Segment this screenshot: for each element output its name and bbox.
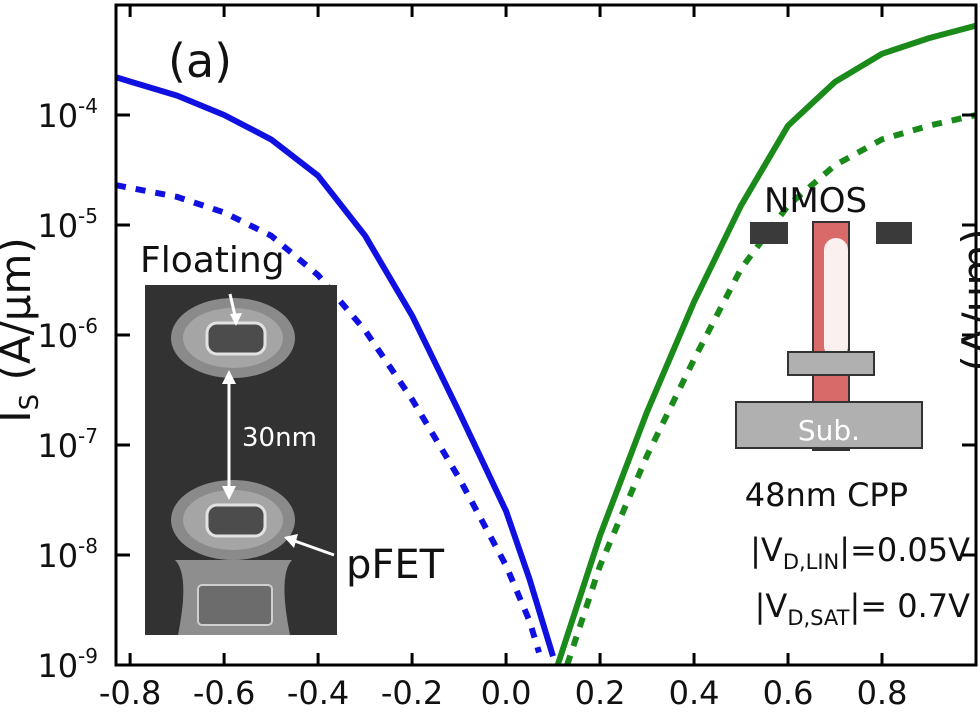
pfet-sheet xyxy=(205,503,267,538)
vd-sat-label: |VD,SAT|= 0.7V xyxy=(755,587,970,630)
y-tick-label: 10-6 xyxy=(37,314,98,355)
y-tick-label: 10-7 xyxy=(37,424,98,465)
bottom-sheet xyxy=(787,351,875,376)
floating-sheet xyxy=(205,321,267,356)
series-line-4 xyxy=(564,112,977,666)
panel-label: (a) xyxy=(168,34,232,88)
x-tick-label: -0.8 xyxy=(99,674,161,712)
right-y-axis-label: (A/μm) xyxy=(953,228,980,371)
axis-layer: -0.8 -0.6 -0.4 -0.2 0.0 0.2 0.4 0.6 0.8 10-4 10-5 1… xyxy=(37,5,976,712)
cpp-label: 48nm CPP xyxy=(745,476,908,514)
nmos-schematic: NMOS Sub. xyxy=(735,181,923,451)
x-tick-label: -0.2 xyxy=(381,674,443,712)
series-layer xyxy=(115,22,977,666)
tem-inset: Floating 30nm pFET xyxy=(140,240,445,635)
pfet-label: pFET xyxy=(346,542,445,588)
x-tick-label: 0.0 xyxy=(481,674,532,712)
x-tick-label: 0.4 xyxy=(669,674,720,712)
floating-label: Floating xyxy=(140,240,285,281)
x-tick-label: 0.2 xyxy=(575,674,626,712)
y-tick-label: 10-5 xyxy=(37,204,98,245)
y-axis-label: IS (A/μm) xyxy=(0,237,45,423)
drain-contact xyxy=(876,222,912,244)
bias-annotations: 48nm CPP |VD,LIN|=0.05V |VD,SAT|= 0.7V xyxy=(745,476,970,630)
source-contact xyxy=(750,222,788,244)
substrate-label: Sub. xyxy=(798,414,860,447)
x-tick-label: 0.6 xyxy=(763,674,814,712)
y-tick-label: 10-9 xyxy=(37,644,98,685)
y-tick-label: 10-4 xyxy=(37,94,98,135)
substrate-block xyxy=(735,401,923,449)
x-tick-label: -0.4 xyxy=(287,674,349,712)
series-line-3 xyxy=(554,22,977,666)
spacing-label: 30nm xyxy=(242,423,317,453)
vd-lin-label: |VD,LIN|=0.05V xyxy=(750,531,970,574)
y-tick-label: 10-8 xyxy=(37,534,98,575)
nmos-title: NMOS xyxy=(764,181,867,221)
x-tick-label: -0.6 xyxy=(193,674,255,712)
series-line-1 xyxy=(115,74,556,658)
x-tick-label: 0.8 xyxy=(857,674,908,712)
